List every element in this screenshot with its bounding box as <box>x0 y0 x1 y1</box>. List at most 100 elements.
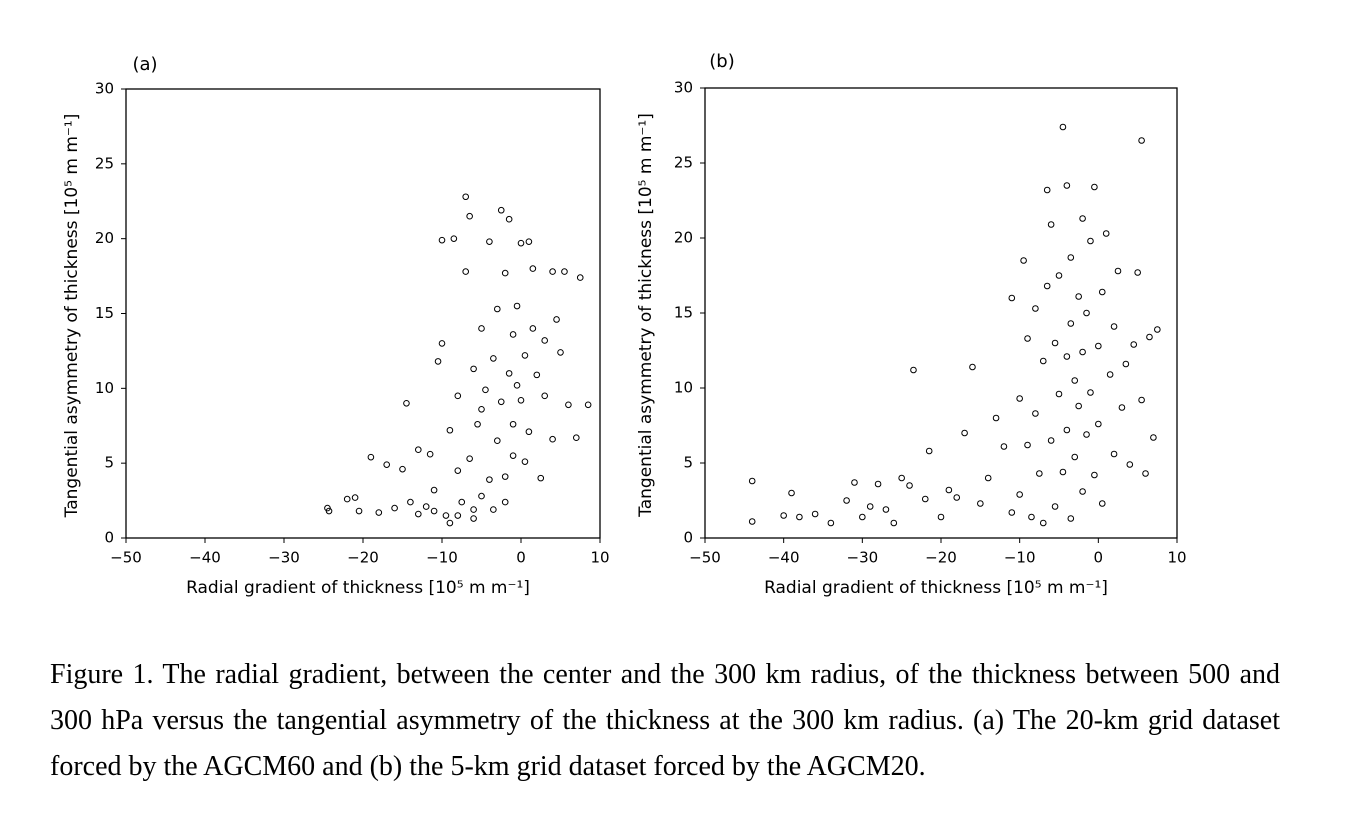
data-point <box>1102 230 1110 237</box>
data-point <box>454 392 462 400</box>
data-point <box>474 420 481 428</box>
data-point <box>422 503 430 510</box>
data-point <box>984 474 992 482</box>
data-point <box>478 492 485 500</box>
data-point <box>513 302 521 310</box>
data-point <box>874 480 882 488</box>
data-point <box>921 495 929 503</box>
data-point <box>1016 491 1023 498</box>
figure-caption: Figure 1. The radial gradient, between t… <box>50 659 1280 782</box>
x-tick-label: −10 <box>426 549 458 567</box>
data-point <box>351 494 359 501</box>
data-point <box>573 434 580 442</box>
data-point <box>438 340 446 347</box>
data-point <box>462 268 470 275</box>
data-point <box>1071 453 1079 461</box>
data-point <box>992 414 1000 422</box>
data-point <box>403 400 410 407</box>
data-point <box>1083 431 1090 438</box>
data-point <box>470 506 477 513</box>
data-point <box>494 437 501 445</box>
data-point <box>1039 519 1047 527</box>
data-point <box>1114 267 1122 275</box>
x-axis-label: Radial gradient of thickness [10⁵ m m⁻¹] <box>186 578 530 598</box>
x-tick-label: −40 <box>768 549 800 567</box>
data-point <box>565 401 572 409</box>
data-point <box>466 212 473 220</box>
data-point <box>1118 404 1126 411</box>
data-point <box>434 358 442 365</box>
x-tick-label: −20 <box>925 549 957 567</box>
data-point <box>1059 123 1067 131</box>
data-point <box>325 507 333 515</box>
x-tick-label: 0 <box>516 549 526 567</box>
x-tick-label: −50 <box>110 549 142 567</box>
data-point <box>811 510 819 518</box>
data-point <box>482 386 489 394</box>
y-tick-label: 5 <box>104 454 114 472</box>
data-point <box>882 506 890 513</box>
data-point <box>505 215 513 223</box>
x-tick-label: 10 <box>590 549 609 567</box>
y-tick-label: 0 <box>104 529 114 547</box>
data-point <box>367 453 375 461</box>
data-point <box>549 435 556 443</box>
data-point <box>1126 461 1134 468</box>
data-point <box>937 513 945 521</box>
data-point <box>553 316 560 323</box>
data-point <box>748 477 756 485</box>
data-point <box>501 473 509 480</box>
data-point <box>466 455 473 462</box>
data-point <box>1130 341 1138 348</box>
data-point <box>1150 434 1157 441</box>
data-point <box>1063 353 1071 360</box>
data-point <box>576 274 584 281</box>
data-point <box>1098 288 1106 296</box>
data-point <box>454 467 462 474</box>
data-point <box>375 509 383 516</box>
data-point <box>1087 237 1094 245</box>
data-point <box>541 392 549 400</box>
data-point <box>529 265 537 272</box>
y-axis-label: Tangential asymmetry of thickness [10⁵ m… <box>636 113 656 518</box>
data-point <box>1146 333 1153 341</box>
data-point <box>1028 513 1035 521</box>
data-point <box>1043 282 1051 290</box>
data-point <box>446 426 454 434</box>
data-point <box>501 269 509 277</box>
data-point <box>780 512 787 519</box>
data-point <box>438 236 446 244</box>
data-point <box>343 495 351 503</box>
data-point <box>890 519 898 527</box>
data-point <box>859 513 866 521</box>
data-point <box>490 506 497 513</box>
y-tick-label: 25 <box>95 154 114 172</box>
data-point <box>458 498 466 506</box>
data-point <box>549 268 556 275</box>
x-tick-label: −20 <box>347 549 379 567</box>
data-point <box>517 397 525 404</box>
data-point <box>1008 294 1016 302</box>
data-point <box>1138 137 1145 144</box>
data-point <box>1055 272 1063 279</box>
data-point <box>513 382 521 389</box>
data-point <box>442 512 450 519</box>
data-point <box>1091 183 1098 191</box>
data-point <box>748 518 756 525</box>
data-point <box>521 458 529 465</box>
data-point <box>497 206 505 214</box>
y-tick-label: 10 <box>95 379 114 397</box>
data-point <box>977 500 984 507</box>
data-point <box>1008 509 1016 516</box>
data-point <box>925 447 933 455</box>
data-point <box>470 365 477 373</box>
data-point <box>1051 503 1059 510</box>
y-tick-label: 30 <box>674 79 693 97</box>
data-point <box>1016 395 1023 402</box>
data-point <box>383 461 391 468</box>
data-point <box>1134 269 1141 276</box>
data-point <box>945 486 953 494</box>
data-point <box>866 503 874 510</box>
data-point <box>1067 515 1075 522</box>
data-point <box>1067 320 1075 327</box>
